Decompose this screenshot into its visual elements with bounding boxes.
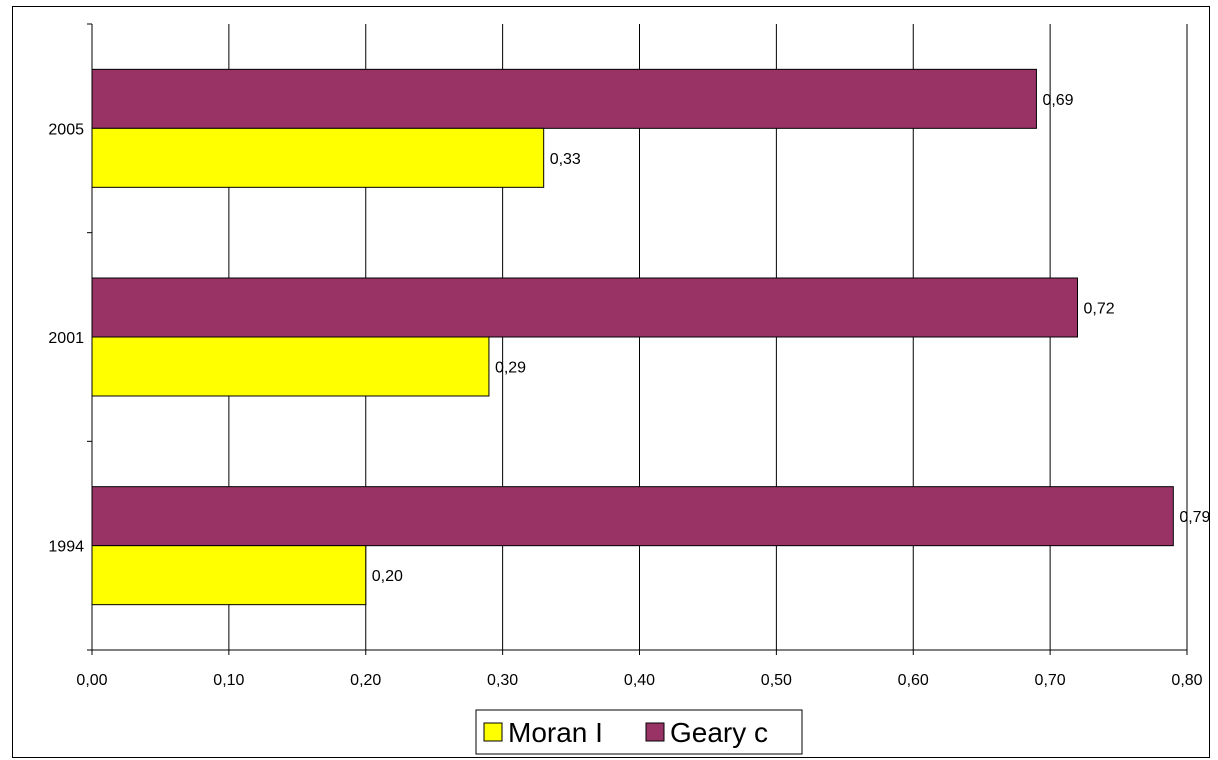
axes-layer bbox=[87, 23, 1188, 655]
chart-frame bbox=[12, 6, 1210, 758]
labels-layer: 0,79 0,20 1994 0,72 0,29 2001 0,69 0,33 2005 0,00… bbox=[48, 92, 1210, 689]
legend-box bbox=[475, 709, 803, 755]
bars-layer bbox=[91, 68, 1174, 606]
data-label-geary-c-2005: 0,69 bbox=[1042, 92, 1073, 109]
x-tick-label: 0,10 bbox=[213, 672, 244, 689]
bar-moran-i-1994 bbox=[91, 545, 367, 606]
data-label-geary-c-1994: 0,79 bbox=[1179, 509, 1210, 526]
x-tick-label: 0,50 bbox=[761, 672, 792, 689]
data-label-moran-i-2001: 0,29 bbox=[495, 360, 526, 377]
bar-geary-c-2005 bbox=[91, 68, 1037, 129]
bar-geary-c-1994 bbox=[91, 486, 1174, 547]
data-label-geary-c-2001: 0,72 bbox=[1084, 301, 1115, 318]
x-tick-label: 0,70 bbox=[1035, 672, 1066, 689]
y-tick-label-1994: 1994 bbox=[48, 539, 84, 556]
x-tick-label: 0,80 bbox=[1171, 672, 1202, 689]
legend-swatch-geary-c bbox=[645, 722, 665, 742]
x-tick-label: 0,40 bbox=[624, 672, 655, 689]
legend-label-geary-c: Geary c bbox=[670, 717, 768, 748]
legend-swatch-moran-i bbox=[483, 722, 503, 742]
legend-label-moran-i: Moran I bbox=[508, 717, 603, 748]
x-tick-label: 0,60 bbox=[898, 672, 929, 689]
data-label-moran-i-1994: 0,20 bbox=[372, 568, 403, 585]
legend: Moran I Geary c bbox=[475, 709, 803, 755]
data-label-moran-i-2005: 0,33 bbox=[550, 151, 581, 168]
bar-moran-i-2001 bbox=[91, 336, 490, 397]
x-tick-label: 0,00 bbox=[76, 672, 107, 689]
y-tick-label-2005: 2005 bbox=[48, 121, 84, 138]
x-tick-label: 0,30 bbox=[487, 672, 518, 689]
y-tick-label-2001: 2001 bbox=[48, 330, 84, 347]
bar-moran-i-2005 bbox=[91, 127, 545, 188]
bar-geary-c-2001 bbox=[91, 277, 1078, 338]
x-tick-label: 0,20 bbox=[350, 672, 381, 689]
